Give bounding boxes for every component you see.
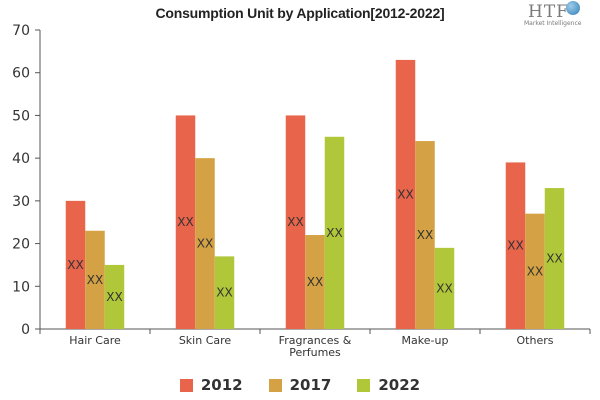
legend-item-2022[interactable]: 2022 [357, 376, 420, 394]
logo-subtitle: Market Intelligence [524, 20, 582, 27]
legend-label: 2022 [378, 376, 421, 394]
bar-2012 [175, 115, 196, 329]
bar-2012 [65, 200, 86, 329]
legend-item-2017[interactable]: 2017 [268, 376, 332, 394]
bar-2017 [415, 141, 435, 329]
y-tick-label: 70 [12, 23, 30, 39]
legend-label: 2012 [200, 376, 243, 394]
bar-2022 [544, 188, 565, 329]
legend-item-2012[interactable]: 2012 [179, 376, 243, 394]
bar-2017 [305, 235, 325, 329]
y-tick-label: 40 [12, 151, 30, 167]
x-category-label: Make-up [402, 334, 449, 347]
chart-title: Consumption Unit by Application[2012-202… [155, 5, 445, 21]
y-tick-label: 10 [12, 279, 30, 295]
data-label: XX [507, 239, 523, 253]
bar-2017 [195, 158, 215, 329]
data-label: XX [307, 275, 323, 289]
x-category-label: Fragrances & [279, 334, 352, 347]
data-label: XX [67, 258, 83, 272]
data-label: XX [397, 187, 413, 201]
data-label: XX [106, 290, 122, 304]
data-label: XX [436, 281, 452, 295]
data-label: XX [197, 237, 213, 251]
y-tick-label: 50 [12, 108, 30, 124]
bar-2012 [395, 59, 416, 330]
y-tick-label: 0 [21, 322, 30, 338]
x-category-label: Hair Care [69, 334, 121, 347]
bar-2022 [104, 264, 125, 329]
x-category-label: Skin Care [179, 334, 232, 347]
x-category-label: Perfumes [289, 346, 341, 359]
logo-mark: HTF [528, 2, 569, 22]
data-label: XX [216, 286, 232, 300]
y-tick-label: 20 [12, 237, 30, 253]
bar-2022 [324, 136, 345, 329]
bar-2012 [285, 115, 306, 329]
data-label: XX [417, 228, 433, 242]
data-label: XX [87, 273, 103, 287]
bar-2022 [214, 256, 235, 329]
bar-2012 [505, 162, 526, 329]
bar-2017 [525, 213, 545, 329]
data-label: XX [527, 264, 543, 278]
x-category-label: Others [517, 334, 554, 347]
y-tick-label: 60 [12, 66, 30, 82]
globe-icon [566, 1, 580, 15]
htf-logo: HTF Market Intelligence [520, 0, 592, 32]
data-label: XX [546, 252, 562, 266]
data-label: XX [287, 215, 303, 229]
bar-2017 [85, 230, 105, 329]
legend: 2012 2017 2022 [0, 376, 600, 394]
legend-label: 2017 [289, 376, 332, 394]
legend-swatch [357, 378, 371, 392]
data-label: XX [177, 215, 193, 229]
y-tick-label: 30 [12, 194, 30, 210]
legend-swatch [268, 378, 282, 392]
data-label: XX [326, 226, 342, 240]
bar-2022 [434, 247, 455, 329]
legend-swatch [179, 378, 193, 392]
